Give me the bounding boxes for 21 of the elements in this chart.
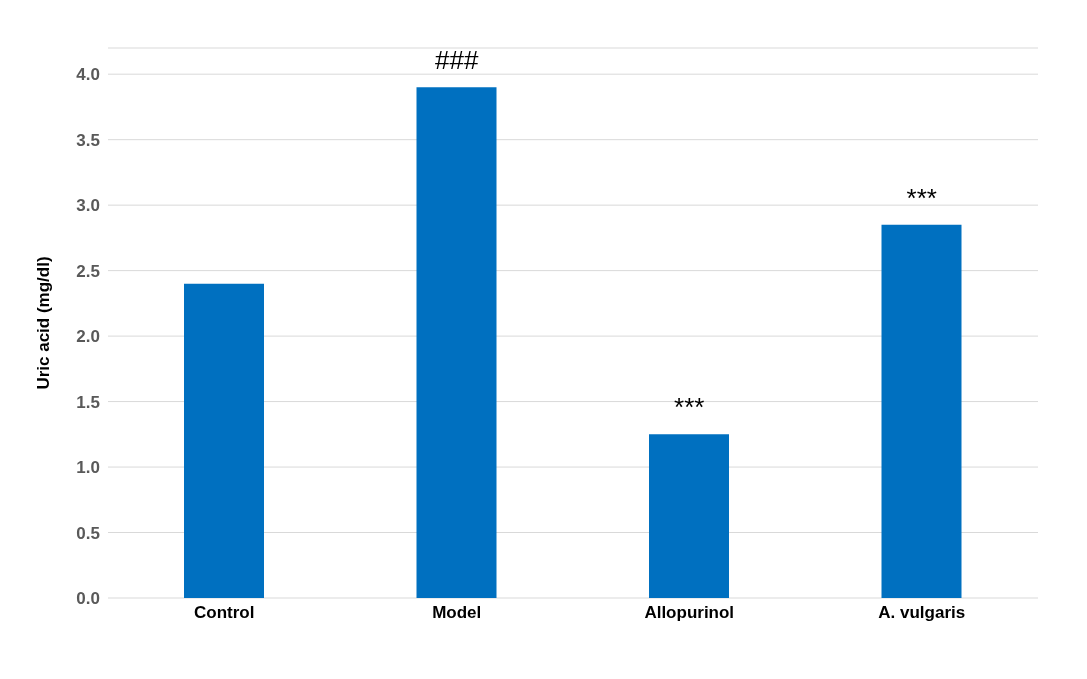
bar bbox=[184, 283, 264, 598]
y-tick-label: 2.0 bbox=[76, 327, 100, 347]
x-tick-label: A. vulgaris bbox=[878, 603, 966, 623]
y-tick-label: 1.5 bbox=[76, 392, 100, 412]
bar bbox=[881, 224, 962, 598]
y-tick-label: 1.0 bbox=[76, 458, 100, 478]
y-axis-title: Uric acid (mg/dl) bbox=[34, 256, 54, 390]
bar bbox=[416, 87, 497, 598]
x-tick-label: Control bbox=[194, 603, 255, 623]
y-tick-label: 3.0 bbox=[76, 196, 100, 216]
y-tick-label: 4.0 bbox=[76, 65, 100, 85]
annotation: *** bbox=[674, 392, 705, 423]
annotation: ### bbox=[435, 45, 479, 76]
x-tick-label: Allopurinol bbox=[644, 603, 735, 623]
y-tick-label: 3.5 bbox=[76, 130, 100, 150]
y-tick-label: 0.0 bbox=[76, 589, 100, 609]
y-tick-label: 2.5 bbox=[76, 261, 100, 281]
x-tick-label: Model bbox=[432, 603, 482, 623]
y-tick-label: 0.5 bbox=[76, 523, 100, 543]
annotation: *** bbox=[906, 182, 937, 213]
bar bbox=[649, 434, 729, 598]
